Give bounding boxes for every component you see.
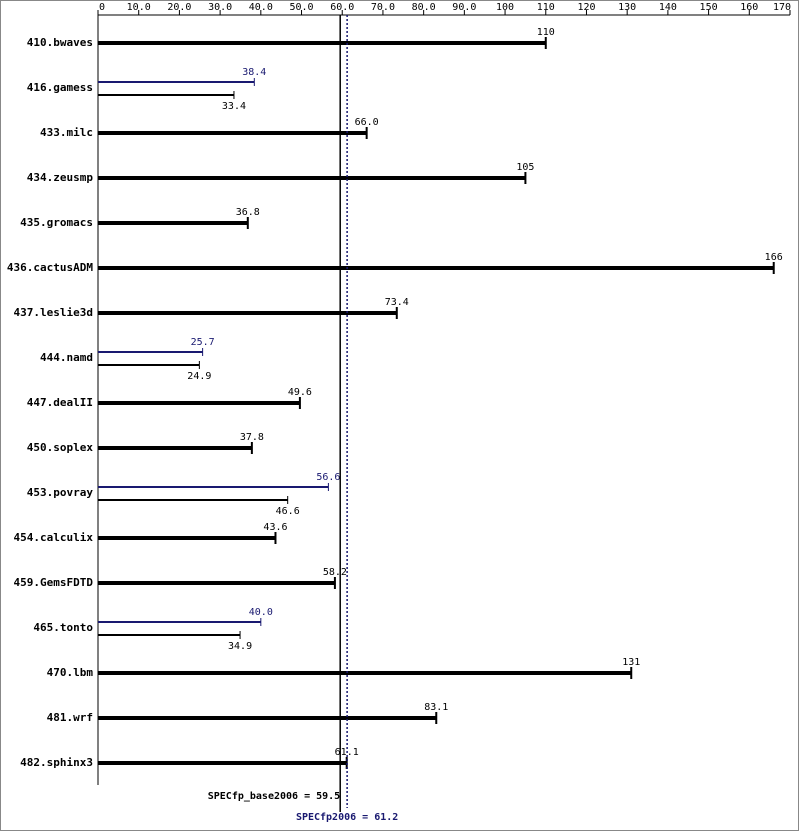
x-tick-label: 50.0 <box>289 2 313 13</box>
value-label: 83.1 <box>424 702 448 713</box>
value-label: 33.4 <box>222 101 246 112</box>
x-tick-label: 140 <box>659 2 677 13</box>
x-tick-label: 10.0 <box>127 2 151 13</box>
category-label: 465.tonto <box>33 621 93 634</box>
category-label: 454.calculix <box>14 531 94 544</box>
category-label: 453.povray <box>27 486 94 499</box>
value-label: 110 <box>537 27 555 38</box>
category-label: 459.GemsFDTD <box>14 576 94 589</box>
x-tick-label: 70.0 <box>371 2 395 13</box>
base-bar <box>98 634 241 636</box>
bar <box>98 131 367 135</box>
value-label: 40.0 <box>249 607 273 618</box>
category-label: 450.soplex <box>27 441 94 454</box>
bar <box>98 761 347 765</box>
reference-label: SPECfp2006 = 61.2 <box>296 812 398 823</box>
x-tick-label: 130 <box>618 2 636 13</box>
category-label: 416.gamess <box>27 81 93 94</box>
value-label: 166 <box>765 252 783 263</box>
value-label: 37.8 <box>240 432 264 443</box>
x-tick-label: 60.0 <box>330 2 354 13</box>
value-label: 36.8 <box>236 207 260 218</box>
bar <box>98 176 526 180</box>
x-tick-label: 40.0 <box>249 2 273 13</box>
x-tick-label: 150 <box>700 2 718 13</box>
bar <box>98 716 437 720</box>
value-label: 46.6 <box>276 506 300 517</box>
value-label: 58.2 <box>323 567 347 578</box>
peak-bar <box>98 621 261 623</box>
reference-label: SPECfp_base2006 = 59.5 <box>208 791 340 802</box>
bar <box>98 311 397 315</box>
category-label: 482.sphinx3 <box>20 756 93 769</box>
category-label: 436.cactusADM <box>7 261 93 274</box>
category-label: 481.wrf <box>47 711 93 724</box>
category-label: 410.bwaves <box>27 36 93 49</box>
x-tick-label: 170 <box>773 2 791 13</box>
peak-bar <box>98 81 255 83</box>
value-label: 49.6 <box>288 387 312 398</box>
x-tick-label: 80.0 <box>412 2 436 13</box>
bar <box>98 446 252 450</box>
category-label: 470.lbm <box>47 666 94 679</box>
bar <box>98 41 546 45</box>
x-tick-label: 90.0 <box>452 2 476 13</box>
value-label: 131 <box>622 657 640 668</box>
base-bar <box>98 364 200 366</box>
bar <box>98 401 300 405</box>
bar <box>98 266 774 270</box>
value-label: 56.6 <box>316 472 340 483</box>
category-label: 434.zeusmp <box>27 171 94 184</box>
value-label: 43.6 <box>263 522 287 533</box>
value-label: 105 <box>516 162 534 173</box>
category-label: 433.milc <box>40 126 93 139</box>
value-label: 38.4 <box>242 67 266 78</box>
category-label: 437.leslie3d <box>14 306 93 319</box>
x-tick-label: 0 <box>99 2 105 13</box>
x-tick-label: 160 <box>740 2 758 13</box>
x-tick-label: 30.0 <box>208 2 232 13</box>
peak-bar <box>98 486 329 488</box>
x-tick-label: 100 <box>496 2 514 13</box>
category-label: 444.namd <box>40 351 93 364</box>
bar <box>98 536 276 540</box>
x-tick-label: 110 <box>537 2 555 13</box>
value-label: 66.0 <box>355 117 379 128</box>
value-label: 25.7 <box>191 337 215 348</box>
value-label: 73.4 <box>385 297 409 308</box>
base-bar <box>98 499 288 501</box>
bar <box>98 581 335 585</box>
x-tick-label: 20.0 <box>167 2 191 13</box>
value-label: 24.9 <box>187 371 211 382</box>
category-label: 435.gromacs <box>20 216 93 229</box>
peak-bar <box>98 351 203 353</box>
base-bar <box>98 94 234 96</box>
category-label: 447.dealII <box>27 396 93 409</box>
bar <box>98 671 632 675</box>
value-label: 34.9 <box>228 641 252 652</box>
x-tick-label: 120 <box>577 2 595 13</box>
bar <box>98 221 248 225</box>
